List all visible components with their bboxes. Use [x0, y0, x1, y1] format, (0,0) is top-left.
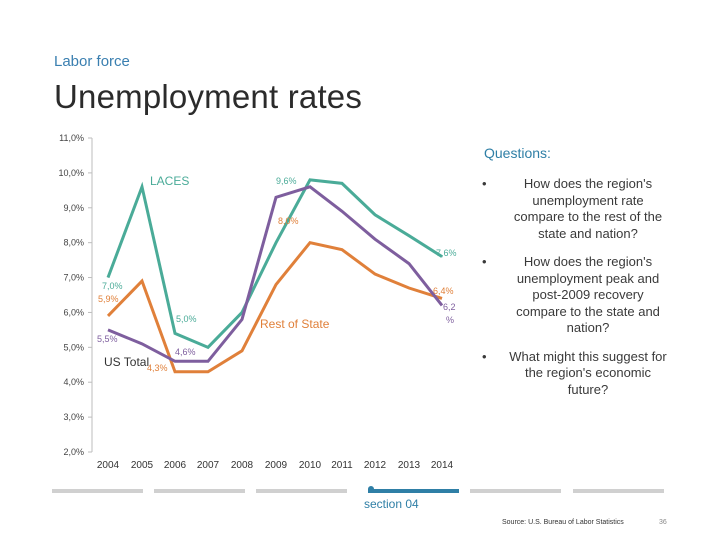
series-line-laces: [106, 178, 443, 350]
y-tick-label: 9,0%: [63, 203, 84, 213]
data-label: 5,9%: [98, 294, 119, 304]
question-item: • What might this suggest for the region'…: [480, 349, 670, 399]
series-label: Rest of State: [260, 317, 330, 331]
x-tick-label: 2010: [299, 460, 322, 471]
section-progress-4[interactable]: [368, 489, 459, 493]
section-progress-6[interactable]: [573, 489, 664, 493]
y-tick-label: 5,0%: [63, 342, 84, 352]
data-label: 5,0%: [176, 314, 197, 324]
y-tick-label: 11,0%: [59, 133, 84, 143]
question-item: • How does the region's unemployment rate…: [480, 176, 670, 242]
series-label: US Total: [104, 355, 149, 369]
section-progress-2[interactable]: [154, 489, 245, 493]
data-label: 7,0%: [102, 281, 123, 291]
series-label: LACES: [150, 174, 189, 188]
x-tick-label: 2008: [231, 460, 254, 471]
x-tick-label: 2012: [364, 460, 387, 471]
y-tick-label: 6,0%: [63, 307, 84, 317]
bullet-icon: •: [482, 254, 487, 269]
data-label: 4,3%: [147, 363, 168, 373]
data-label: 6,2: [443, 302, 456, 312]
data-label: 7,6%: [436, 248, 457, 258]
question-text: What might this suggest for the region's…: [509, 348, 667, 397]
bullet-icon: •: [482, 348, 487, 364]
y-tick-label: 7,0%: [63, 273, 84, 283]
data-label: 8,0%: [278, 216, 299, 226]
page-title: Unemployment rates: [54, 78, 363, 115]
x-tick-label: 2005: [131, 460, 154, 471]
section-progress-3[interactable]: [256, 489, 347, 493]
section-progress-1[interactable]: [52, 489, 143, 493]
y-tick-label: 8,0%: [63, 238, 84, 248]
x-tick-label: 2011: [331, 460, 353, 471]
x-tick-label: 2006: [164, 460, 187, 471]
questions-title: Questions:: [484, 145, 551, 161]
x-tick-label: 2009: [265, 460, 288, 471]
section-nav-label[interactable]: section 04: [364, 497, 419, 511]
questions-list: • How does the region's unemployment rate…: [480, 176, 670, 410]
source-note: Source: U.S. Bureau of Labor Statistics: [502, 519, 624, 526]
x-tick-label: 2013: [398, 460, 421, 471]
section-label: Labor force: [54, 53, 130, 70]
data-label: 5,5%: [97, 334, 118, 344]
bullet-icon: •: [482, 176, 487, 191]
x-tick-label: 2007: [197, 460, 220, 471]
y-tick-label: 10,0%: [58, 168, 84, 178]
section-progress-5[interactable]: [470, 489, 561, 493]
data-label: 6,4%: [433, 286, 454, 296]
question-text: How does the region's unemployment rate …: [513, 176, 663, 241]
section-progress-marker: [368, 486, 374, 492]
y-tick-label: 4,0%: [63, 377, 84, 387]
data-label: 9,6%: [276, 176, 297, 186]
y-tick-label: 2,0%: [63, 447, 84, 457]
series-line-rest-of-state: [106, 241, 443, 374]
data-label: %: [446, 315, 454, 325]
data-label: 4,6%: [175, 347, 196, 357]
series-line-us-total: [107, 185, 444, 363]
question-text: How does the region's unemployment peak …: [516, 254, 660, 335]
question-item: • How does the region's unemployment peak…: [480, 254, 670, 337]
x-tick-label: 2014: [431, 460, 454, 471]
y-tick-label: 3,0%: [63, 412, 84, 422]
x-tick-label: 2004: [97, 460, 120, 471]
page-number: 36: [659, 519, 667, 526]
